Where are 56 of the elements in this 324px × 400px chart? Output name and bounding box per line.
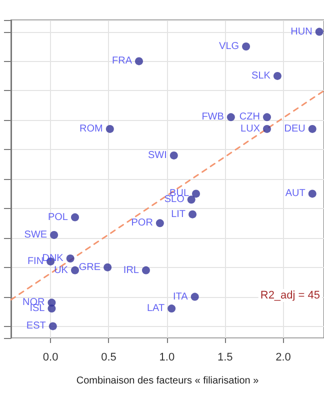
annotation: VLG — [219, 41, 240, 52]
point — [187, 196, 196, 204]
point — [242, 42, 250, 50]
annotation: FRA — [112, 56, 132, 67]
point — [104, 263, 112, 272]
point — [168, 304, 176, 313]
annotation: LIT — [171, 208, 186, 220]
point — [315, 28, 324, 36]
annotation: LAT — [146, 303, 165, 314]
point — [262, 124, 271, 133]
annotation: POL — [48, 212, 68, 223]
point — [308, 124, 316, 133]
annotation: SWI — [148, 150, 167, 161]
annotation: AUT — [285, 188, 306, 200]
annotation: ITA — [173, 291, 188, 302]
point — [156, 219, 164, 228]
x-tick-label: 1.5 — [217, 352, 233, 364]
annotation: SLK — [252, 70, 271, 82]
annotation: ISL — [30, 303, 46, 314]
annotation: EST — [26, 320, 46, 332]
point — [71, 213, 79, 222]
annotation: UK — [54, 264, 68, 276]
point — [190, 292, 199, 301]
point — [48, 304, 56, 313]
point — [135, 57, 143, 66]
point — [170, 151, 178, 160]
point — [262, 113, 271, 122]
annotation: DEU — [284, 123, 306, 134]
annotation: HUN — [290, 26, 312, 38]
point — [308, 190, 316, 198]
point — [48, 322, 57, 330]
point — [273, 72, 282, 80]
annotation: SWE — [24, 229, 48, 240]
annotation: LUX — [240, 123, 260, 134]
point — [192, 190, 200, 198]
point — [188, 210, 197, 218]
x-tick-label: 0.0 — [42, 352, 58, 364]
annotation: FIN — [27, 256, 44, 267]
point — [226, 113, 235, 122]
annotation: FWB — [202, 112, 224, 123]
point — [106, 124, 114, 133]
annotation: R2_adj = 45 — [260, 290, 320, 302]
annotation: ROM — [80, 123, 103, 134]
annotation: IRL — [123, 264, 140, 276]
x-tick-label: 0.5 — [101, 352, 116, 364]
annotation: CZH — [239, 112, 260, 123]
annotation: DNK — [42, 253, 64, 264]
x-tick-label: 2.0 — [276, 352, 291, 364]
point — [50, 230, 58, 239]
x-axis-title: Combinaison des facteurs « filiarisation » — [76, 376, 260, 386]
annotation: POR — [131, 218, 153, 229]
point — [142, 266, 150, 274]
x-tick-label: 1.0 — [159, 352, 175, 364]
point — [71, 266, 79, 274]
annotation: GRE — [78, 262, 101, 273]
point — [66, 254, 74, 262]
